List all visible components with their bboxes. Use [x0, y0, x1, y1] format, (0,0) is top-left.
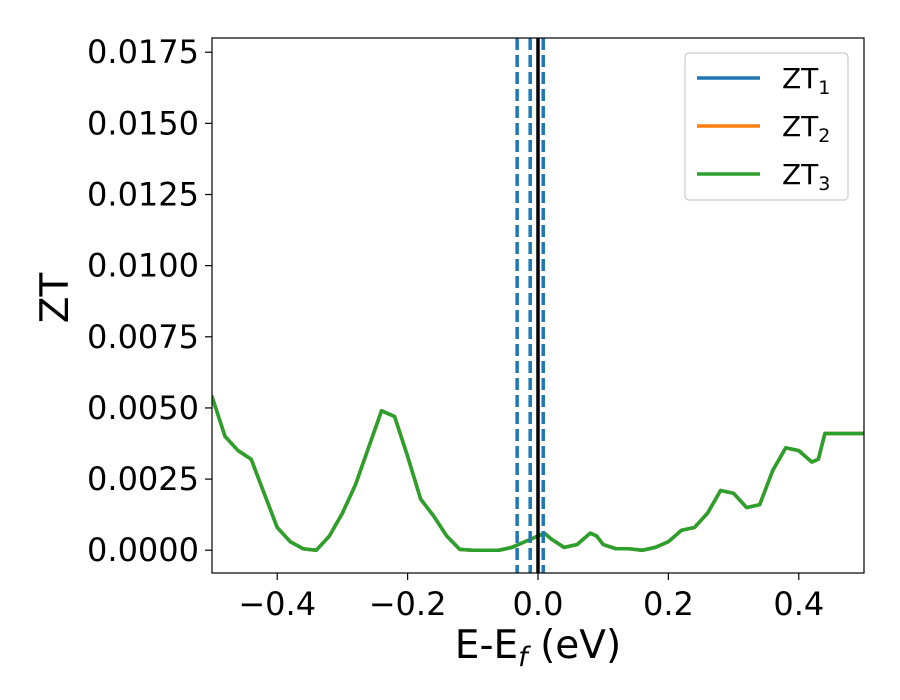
y-axis-label: ZT — [33, 273, 78, 324]
y-tick-label: 0.0025 — [87, 460, 199, 498]
y-tick-label: 0.0100 — [87, 247, 199, 285]
y-tick-label: 0.0075 — [87, 318, 199, 356]
y-tick-label: 0.0125 — [87, 176, 199, 214]
y-axis-ticks: 0.0000 0.0025 0.0050 0.0075 0.0100 0.0125 0.01… — [87, 33, 212, 569]
x-tick-label: 0.0 — [513, 585, 564, 623]
y-tick-label: 0.0175 — [87, 33, 199, 71]
legend: ZT1 ZT2 ZT3 — [684, 52, 849, 201]
reference-lines — [515, 38, 545, 573]
legend-box — [684, 52, 849, 201]
legend-label-1: ZT1 — [782, 62, 830, 99]
x-axis-ticks: −0.4 −0.2 0.0 0.2 0.4 — [238, 573, 824, 623]
x-tick-label: 0.4 — [773, 585, 824, 623]
y-tick-label: 0.0050 — [87, 389, 199, 427]
legend-label-2: ZT2 — [782, 110, 830, 147]
legend-label-3: ZT3 — [782, 158, 830, 195]
series-layer — [212, 394, 864, 552]
y-tick-label: 0.0150 — [87, 104, 199, 142]
series-line-3 — [212, 394, 864, 552]
y-tick-label: 0.0000 — [87, 531, 199, 569]
x-axis-label: E-Ef (eV) — [455, 623, 621, 673]
x-tick-label: −0.4 — [238, 585, 316, 623]
x-tick-label: 0.2 — [643, 585, 694, 623]
x-tick-label: −0.2 — [369, 585, 447, 623]
